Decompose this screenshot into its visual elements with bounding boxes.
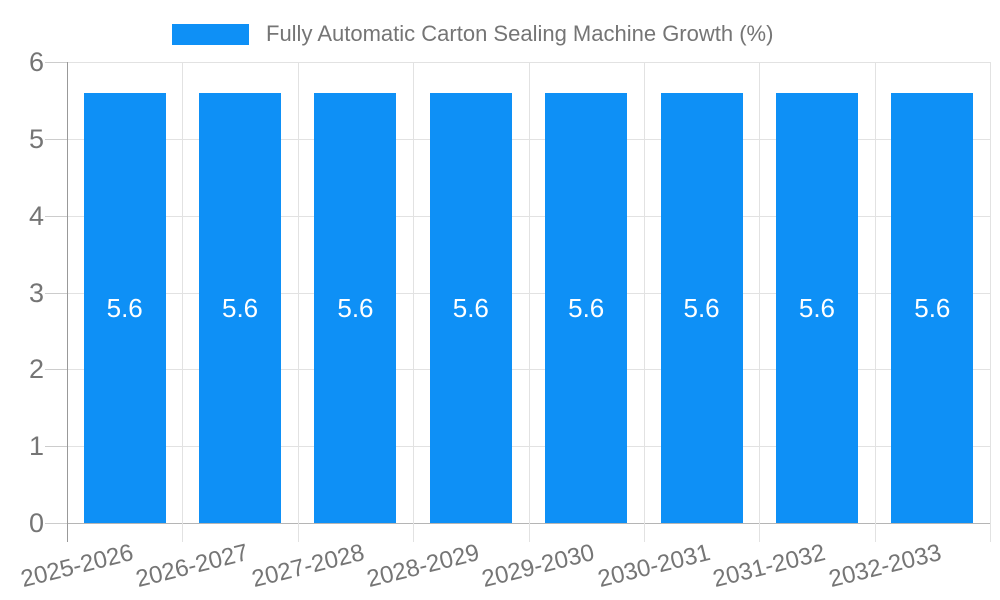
y-axis-tick-label: 6 <box>28 47 44 77</box>
bar-2027-2028[interactable]: 5.6 <box>314 92 397 523</box>
legend-swatch-icon <box>172 23 249 45</box>
plot-area: 5.6 2025-2026 5.6 2026-2027 5.6 2027-2028 5.6 2… <box>18 62 991 593</box>
bar-2032-2033[interactable]: 5.6 <box>891 92 974 523</box>
y-axis-tick-label: 0 <box>28 508 44 538</box>
y-axis-tick-label: 4 <box>28 200 44 231</box>
bar-value-label: 5.6 <box>798 292 836 323</box>
x-axis-tick-label: 2027-2028 <box>248 539 367 593</box>
y-axis-tick-label: 5 <box>28 123 44 154</box>
y-axis-tick-label: 3 <box>28 277 44 308</box>
bar-2030-2031[interactable]: 5.6 <box>660 92 743 523</box>
bar-2028-2029[interactable]: 5.6 <box>429 92 512 523</box>
x-axis-tick-label: 2031-2032 <box>710 539 829 593</box>
x-gridline <box>874 62 876 542</box>
y-axis-tick-label: 1 <box>28 431 44 462</box>
legend[interactable]: Fully Automatic Carton Sealing Machine G… <box>172 21 773 47</box>
bar-2029-2030[interactable]: 5.6 <box>545 92 628 523</box>
x-gridline <box>413 62 415 542</box>
y-axis-tick <box>45 138 67 140</box>
x-gridline <box>643 62 645 542</box>
bar-value-label: 5.6 <box>683 292 720 323</box>
bar-2025-2026[interactable]: 5.6 <box>83 92 166 523</box>
x-axis-tick-label: 2030-2031 <box>594 539 713 593</box>
legend-label: Fully Automatic Carton Sealing Machine G… <box>266 21 774 46</box>
y-axis-tick <box>45 523 67 524</box>
x-gridline <box>528 62 530 542</box>
x-axis-tick-label: 2025-2026 <box>18 539 136 593</box>
x-gridline <box>990 62 991 542</box>
bar-2026-2027[interactable]: 5.6 <box>199 92 282 523</box>
x-gridline <box>182 62 184 542</box>
y-axis-tick <box>45 62 67 63</box>
x-axis-tick-label: 2032-2033 <box>825 539 944 593</box>
y-axis-tick <box>45 292 67 294</box>
bar-value-label: 5.6 <box>452 292 489 323</box>
bar-value-label: 5.6 <box>337 292 374 323</box>
y-axis-tick <box>45 215 67 217</box>
bar-value-label: 5.6 <box>106 292 143 323</box>
x-gridline <box>297 62 299 542</box>
y-axis-tick-label: 2 <box>28 354 44 385</box>
x-axis-tick-label: 2028-2029 <box>364 539 483 593</box>
bar-value-label: 5.6 <box>568 292 605 323</box>
bar-value-label: 5.6 <box>914 292 951 323</box>
y-axis-tick <box>45 446 67 448</box>
bar-2031-2032[interactable]: 5.6 <box>775 92 858 523</box>
y-axis-tick <box>45 369 67 371</box>
x-axis-tick-label: 2026-2027 <box>133 539 252 593</box>
bar-value-label: 5.6 <box>221 292 259 323</box>
x-axis-tick-label: 2029-2030 <box>479 539 598 593</box>
x-gridline <box>759 62 761 542</box>
y-axis-line <box>67 62 68 542</box>
